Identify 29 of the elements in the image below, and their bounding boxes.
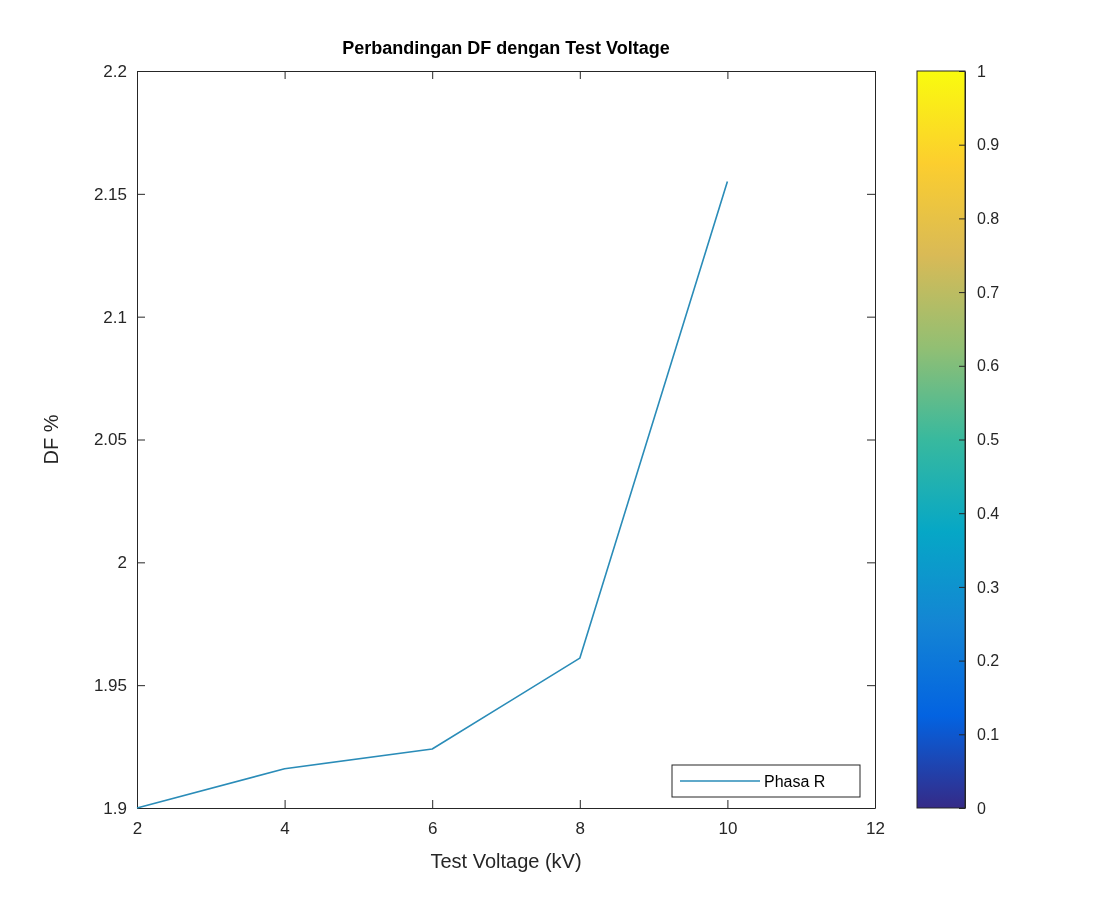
- legend-label: Phasa R: [764, 773, 826, 790]
- color-bar-label: 0.2: [977, 652, 1000, 670]
- x-tick-label: 8: [575, 819, 586, 839]
- color-bar-label: 0.4: [977, 504, 1000, 522]
- y-tick-label: 2.15: [93, 184, 127, 204]
- color-bar-label: 1: [977, 62, 986, 80]
- y-tick-label: 1.95: [93, 676, 127, 696]
- x-tick-label: 2: [132, 819, 143, 839]
- color-bar-label: 0.6: [977, 357, 1000, 375]
- x-axis-title: Test Voltage (kV): [430, 850, 582, 872]
- y-tick-label: 2.05: [93, 430, 127, 450]
- y-tick-label: 2.2: [103, 61, 127, 81]
- x-tick-label: 10: [718, 819, 738, 839]
- x-tick-label: 6: [427, 819, 438, 839]
- chart-title: Perbandingan DF dengan Test Voltage: [342, 38, 670, 58]
- color-bar-label: 0: [977, 799, 986, 817]
- color-bar-label: 0.8: [977, 210, 1000, 228]
- y-tick-label: 1.9: [103, 798, 127, 818]
- color-bar-label: 0.7: [977, 283, 1000, 301]
- line-series: [136, 180, 729, 809]
- x-tick-label: 4: [280, 819, 290, 839]
- x-tick-label: 12: [866, 819, 885, 839]
- y-tick-label: 2: [117, 553, 127, 573]
- color-bar-label: 0.3: [977, 578, 1000, 596]
- y-tick-label: 2.1: [103, 307, 127, 327]
- color-bar-label: 0.1: [977, 725, 1000, 743]
- color-bar-label: 0.9: [977, 136, 1000, 154]
- y-axis-title: DF %: [40, 414, 62, 465]
- color-bar-label: 0.5: [977, 431, 1000, 449]
